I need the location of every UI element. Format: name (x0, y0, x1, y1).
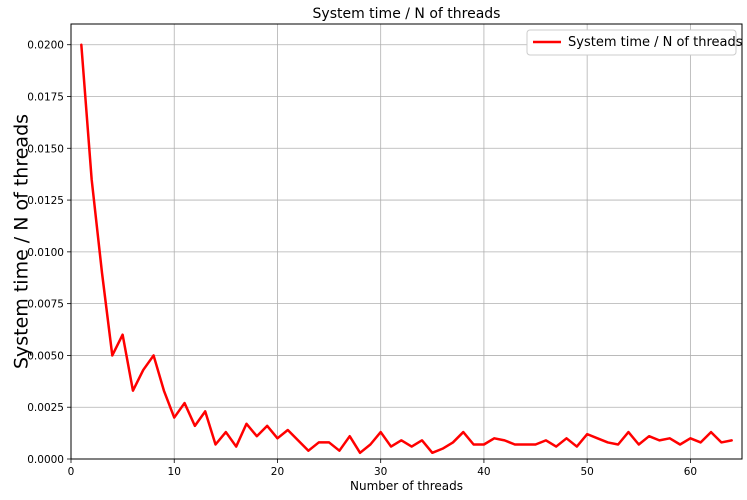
y-tick-label: 0.0050 (27, 350, 64, 362)
axis-ticks: 0 10 20 30 40 50 60 0.0000 0.0025 0.0050 0.0075 0.0… (27, 40, 697, 478)
y-tick-label: 0.0125 (27, 195, 64, 207)
x-tick-label: 0 (68, 466, 75, 478)
y-tick-label: 0.0100 (27, 247, 64, 259)
series-line (80, 43, 733, 455)
legend-box (526, 29, 737, 56)
y-tick-label: 0.0075 (27, 299, 64, 311)
y-axis-label: System time / N of threads (11, 114, 33, 369)
chart-title: System time / N of threads (313, 6, 501, 22)
x-tick-label: 10 (168, 466, 181, 478)
x-tick-label: 20 (271, 466, 284, 478)
x-axis-label: Number of threads (350, 479, 463, 493)
x-tick-label: 40 (477, 466, 490, 478)
x-tick-label: 30 (374, 466, 387, 478)
y-tick-label: 0.0150 (27, 143, 64, 155)
legend-label: System time / N of threads (568, 35, 743, 50)
plot-frame (70, 23, 743, 460)
y-tick-label: 0.0200 (27, 40, 64, 52)
x-tick-label: 50 (580, 466, 593, 478)
y-tick-label: 0.0000 (27, 454, 64, 466)
y-tick-label: 0.0025 (27, 402, 64, 414)
grid-lines (70, 24, 742, 460)
legend: System time / N of threads (526, 29, 743, 56)
x-tick-label: 60 (684, 466, 697, 478)
y-tick-label: 0.0175 (27, 92, 64, 104)
